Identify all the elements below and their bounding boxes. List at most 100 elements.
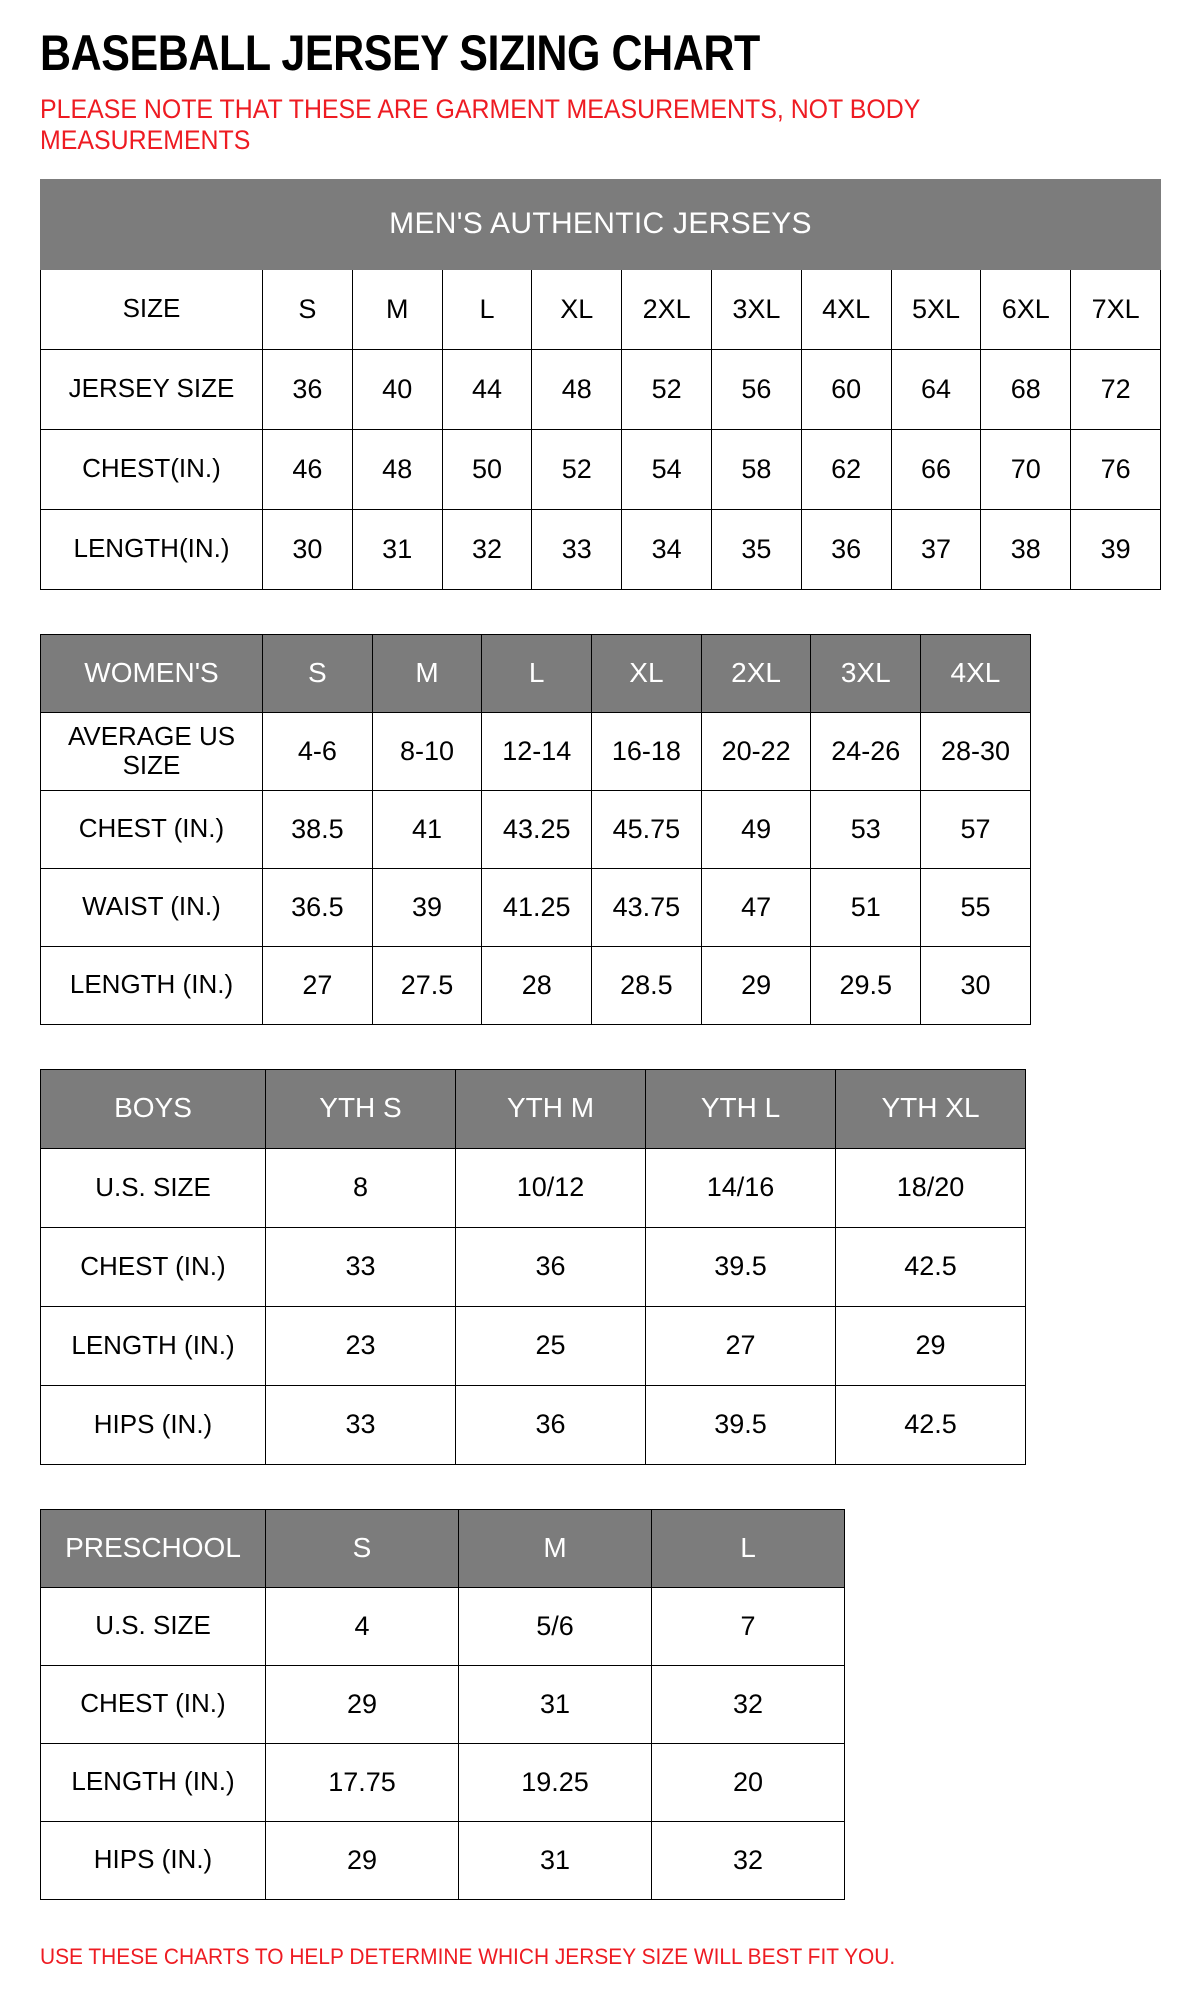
row-label: WAIST (IN.) xyxy=(40,867,263,947)
mens-col-7: 5XL xyxy=(890,268,982,350)
cell: 51 xyxy=(810,867,922,947)
cell: 52 xyxy=(531,428,623,510)
cell: 20-22 xyxy=(700,711,812,791)
row-label: HIPS (IN.) xyxy=(40,1820,266,1900)
table-header-row: WOMEN'S S M L XL 2XL 3XL 4XL xyxy=(40,633,1031,713)
table-band-row: MEN'S AUTHENTIC JERSEYS xyxy=(39,178,1162,270)
mens-col-3: XL xyxy=(531,268,623,350)
table-row: CHEST (IN.) 29 31 32 xyxy=(40,1664,845,1744)
cell: 29 xyxy=(265,1820,459,1900)
preschool-col-2: L xyxy=(651,1508,845,1588)
table-row: AVERAGE US SIZE 4-6 8-10 12-14 16-18 20-… xyxy=(40,711,1031,791)
cell: 5/6 xyxy=(458,1586,652,1666)
table-row: CHEST (IN.) 38.5 41 43.25 45.75 49 53 57 xyxy=(40,789,1031,869)
cell: 19.25 xyxy=(458,1742,652,1822)
womens-corner-label: WOMEN'S xyxy=(40,633,263,713)
cell: 48 xyxy=(531,348,623,430)
cell: 34 xyxy=(621,508,712,590)
table-row: LENGTH (IN.) 27 27.5 28 28.5 29 29.5 30 xyxy=(40,945,1031,1025)
cell: 47 xyxy=(700,867,812,947)
cell: 28 xyxy=(481,945,593,1025)
cell: 23 xyxy=(265,1305,456,1386)
mens-sizing-table: MEN'S AUTHENTIC JERSEYS SIZE S M L XL 2X… xyxy=(39,178,1162,590)
row-label: LENGTH(IN.) xyxy=(40,508,263,590)
cell: 36 xyxy=(455,1384,646,1465)
mens-col-2: L xyxy=(441,268,533,350)
cell: 4-6 xyxy=(262,711,373,791)
cell: 10/12 xyxy=(455,1147,646,1228)
cell: 57 xyxy=(920,789,1031,869)
boys-col-1: YTH M xyxy=(455,1068,646,1149)
cell: 64 xyxy=(890,348,982,430)
row-label: LENGTH (IN.) xyxy=(40,1305,266,1386)
cell: 28-30 xyxy=(920,711,1031,791)
cell: 68 xyxy=(980,348,1072,430)
cell: 12-14 xyxy=(481,711,593,791)
use-charts-note: USE THESE CHARTS TO HELP DETERMINE WHICH… xyxy=(40,1943,896,1969)
cell: 28.5 xyxy=(591,945,702,1025)
cell: 8-10 xyxy=(371,711,483,791)
table-header-row: BOYS YTH S YTH M YTH L YTH XL xyxy=(40,1068,1026,1149)
cell: 16-18 xyxy=(591,711,702,791)
cell: 49 xyxy=(700,789,812,869)
cell: 45.75 xyxy=(591,789,702,869)
cell: 24-26 xyxy=(810,711,922,791)
row-label: U.S. SIZE xyxy=(40,1147,266,1228)
cell: 44 xyxy=(441,348,533,430)
cell: 18/20 xyxy=(835,1147,1026,1228)
mens-col-9: 7XL xyxy=(1070,268,1162,350)
cell: 27.5 xyxy=(371,945,483,1025)
cell: 37 xyxy=(890,508,982,590)
preschool-col-1: M xyxy=(458,1508,652,1588)
table-header-row: SIZE S M L XL 2XL 3XL 4XL 5XL 6XL 7XL xyxy=(40,268,1162,350)
table-row: WAIST (IN.) 36.5 39 41.25 43.75 47 51 55 xyxy=(40,867,1031,947)
preschool-sizing-table: PRESCHOOL S M L U.S. SIZE 4 5/6 7 CHEST … xyxy=(40,1508,845,1900)
preschool-col-0: S xyxy=(265,1508,459,1588)
cell: 53 xyxy=(810,789,922,869)
mens-col-1: M xyxy=(351,268,443,350)
cell: 39.5 xyxy=(645,1384,836,1465)
cell: 42.5 xyxy=(835,1226,1026,1307)
cell: 41 xyxy=(371,789,483,869)
table-row: LENGTH (IN.) 17.75 19.25 20 xyxy=(40,1742,845,1822)
table-row: HIPS (IN.) 29 31 32 xyxy=(40,1820,845,1900)
cell: 36.5 xyxy=(262,867,373,947)
cell: 35 xyxy=(710,508,802,590)
cell: 31 xyxy=(351,508,443,590)
table-row: HIPS (IN.) 33 36 39.5 42.5 xyxy=(40,1384,1026,1465)
row-label: AVERAGE US SIZE xyxy=(40,711,263,791)
cell: 29 xyxy=(835,1305,1026,1386)
cell: 48 xyxy=(351,428,443,510)
cell: 27 xyxy=(262,945,373,1025)
cell: 41.25 xyxy=(481,867,593,947)
cell: 20 xyxy=(651,1742,845,1822)
table-row: CHEST (IN.) 33 36 39.5 42.5 xyxy=(40,1226,1026,1307)
preschool-corner-label: PRESCHOOL xyxy=(40,1508,266,1588)
row-label: JERSEY SIZE xyxy=(40,348,263,430)
cell: 30 xyxy=(262,508,353,590)
cell: 62 xyxy=(800,428,892,510)
womens-col-5: 3XL xyxy=(810,633,922,713)
table-row: U.S. SIZE 8 10/12 14/16 18/20 xyxy=(40,1147,1026,1228)
cell: 33 xyxy=(265,1226,456,1307)
womens-col-2: L xyxy=(481,633,593,713)
row-label: CHEST (IN.) xyxy=(40,1664,266,1744)
womens-col-0: S xyxy=(262,633,373,713)
cell: 52 xyxy=(621,348,712,430)
table-row: CHEST(IN.) 46 48 50 52 54 58 62 66 70 76 xyxy=(40,428,1162,510)
row-label: CHEST (IN.) xyxy=(40,789,263,869)
cell: 66 xyxy=(890,428,982,510)
cell: 30 xyxy=(920,945,1031,1025)
cell: 39 xyxy=(371,867,483,947)
cell: 31 xyxy=(458,1820,652,1900)
cell: 38 xyxy=(980,508,1072,590)
cell: 29 xyxy=(265,1664,459,1744)
cell: 32 xyxy=(651,1664,845,1744)
mens-corner-label: SIZE xyxy=(40,268,263,350)
boys-sizing-table: BOYS YTH S YTH M YTH L YTH XL U.S. SIZE … xyxy=(40,1068,1026,1465)
cell: 36 xyxy=(455,1226,646,1307)
cell: 70 xyxy=(980,428,1072,510)
table-row: LENGTH (IN.) 23 25 27 29 xyxy=(40,1305,1026,1386)
boys-col-2: YTH L xyxy=(645,1068,836,1149)
row-label: U.S. SIZE xyxy=(40,1586,266,1666)
